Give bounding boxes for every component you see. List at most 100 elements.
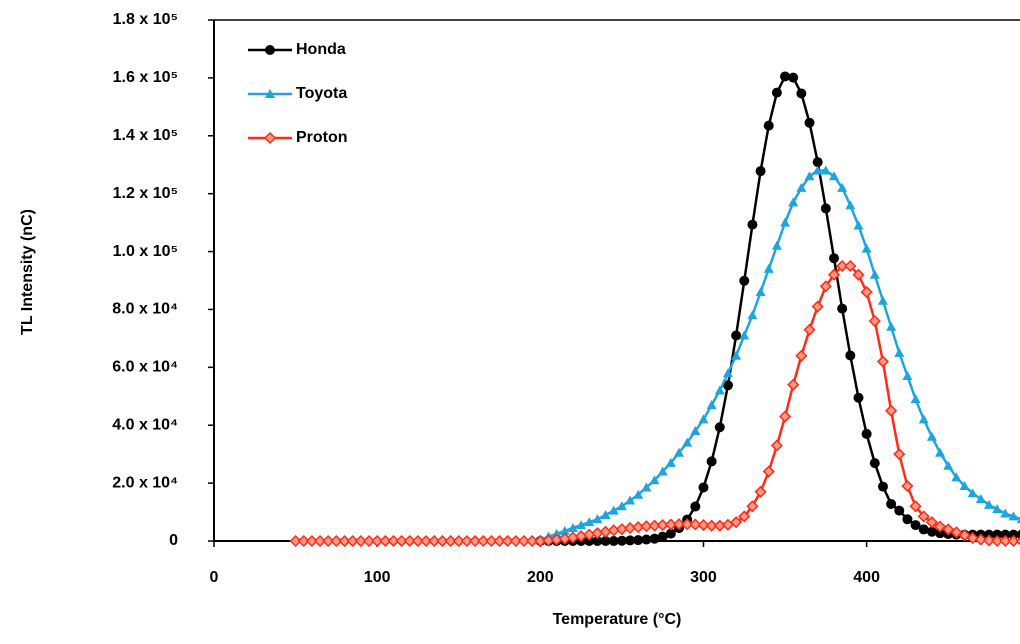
marker <box>714 385 725 395</box>
marker <box>690 501 701 512</box>
marker <box>681 518 694 531</box>
marker <box>739 330 750 340</box>
marker <box>722 380 733 391</box>
marker <box>780 217 791 227</box>
marker <box>1000 529 1011 540</box>
marker <box>886 321 897 331</box>
x-tick-label: 300 <box>690 569 717 586</box>
marker <box>625 495 636 505</box>
marker <box>657 466 668 476</box>
marker <box>982 534 996 547</box>
marker <box>338 534 351 548</box>
marker <box>452 534 465 548</box>
y-tick-label: 6.0 x 10⁴ <box>112 359 178 376</box>
marker <box>346 534 359 548</box>
marker <box>829 253 839 264</box>
marker <box>313 534 327 548</box>
marker <box>901 479 914 493</box>
y-tick-label: 1.6 x 10⁵ <box>113 69 178 86</box>
marker <box>876 355 890 368</box>
marker <box>746 500 759 513</box>
marker <box>567 522 578 532</box>
marker <box>771 240 782 250</box>
y-tick-label: 1.0 x 10⁵ <box>113 243 178 260</box>
marker <box>706 456 717 467</box>
marker <box>526 534 539 548</box>
marker <box>263 131 277 145</box>
x-tick-label: 200 <box>527 569 554 586</box>
marker <box>305 534 318 548</box>
marker <box>780 71 791 82</box>
marker <box>975 494 986 504</box>
marker <box>917 510 930 523</box>
marker <box>730 516 743 529</box>
marker <box>894 347 905 357</box>
marker <box>387 534 400 548</box>
marker <box>1007 534 1020 548</box>
series <box>535 165 1020 544</box>
x-axis-title: Temperature (°C) <box>553 611 682 628</box>
marker <box>633 535 644 546</box>
marker <box>436 534 449 548</box>
marker <box>755 166 766 177</box>
marker <box>428 534 441 548</box>
y-axis-title: TL Intensity (nC) <box>19 209 36 335</box>
x-tick-label: 100 <box>364 569 391 586</box>
marker <box>379 534 392 548</box>
marker <box>297 534 310 548</box>
marker <box>1000 508 1011 518</box>
marker <box>787 378 800 391</box>
marker <box>967 488 978 498</box>
marker <box>584 536 595 546</box>
marker <box>420 534 433 548</box>
marker <box>674 447 684 457</box>
marker <box>690 426 701 436</box>
marker <box>722 368 733 378</box>
marker <box>861 428 872 439</box>
marker <box>959 481 970 491</box>
marker <box>755 287 766 297</box>
marker <box>739 275 750 286</box>
marker <box>902 371 913 381</box>
marker <box>1016 517 1020 524</box>
marker <box>877 295 888 305</box>
marker <box>592 514 603 524</box>
marker <box>918 414 929 424</box>
marker <box>926 526 937 537</box>
y-tick-label: 1.4 x 10⁵ <box>113 127 178 144</box>
marker <box>910 520 921 531</box>
marker <box>460 534 473 548</box>
legend-label: Proton <box>296 129 348 146</box>
marker <box>697 519 710 532</box>
marker <box>845 200 856 210</box>
marker <box>444 534 457 548</box>
marker <box>877 481 888 492</box>
marker <box>926 431 937 441</box>
marker <box>778 410 792 423</box>
marker <box>599 525 612 538</box>
marker <box>762 465 775 478</box>
marker <box>1015 536 1020 546</box>
y-tick-label: 0 <box>169 532 178 549</box>
marker <box>576 520 587 530</box>
marker <box>909 500 922 513</box>
marker <box>844 259 857 273</box>
marker <box>943 460 954 470</box>
marker <box>330 534 343 548</box>
marker <box>827 268 841 281</box>
marker <box>795 349 808 362</box>
marker <box>682 437 693 447</box>
marker <box>600 536 611 546</box>
marker <box>501 534 514 548</box>
marker <box>714 422 725 433</box>
marker <box>747 219 758 230</box>
marker <box>992 504 1003 514</box>
marker <box>1016 529 1020 540</box>
legend: Honda Toyota Proton <box>248 41 348 146</box>
marker <box>698 414 709 424</box>
marker <box>649 475 660 485</box>
marker <box>770 439 783 452</box>
marker <box>664 518 677 531</box>
